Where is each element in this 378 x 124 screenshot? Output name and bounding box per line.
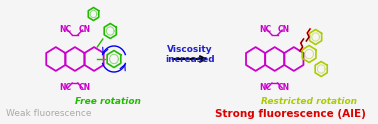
Text: Strong fluorescence (AIE): Strong fluorescence (AIE) [215,109,366,119]
Text: NC: NC [60,26,72,34]
Text: increased: increased [165,55,215,63]
Text: CN: CN [78,83,90,93]
Text: Free rotation: Free rotation [74,96,140,106]
Text: NC: NC [60,83,72,93]
Text: NC: NC [259,26,271,34]
Text: CN: CN [278,83,290,93]
Text: Weak fluorescence: Weak fluorescence [6,109,92,119]
Text: CN: CN [278,26,290,34]
Text: NC: NC [259,83,271,93]
Text: Viscosity: Viscosity [167,45,213,53]
Text: CN: CN [78,26,90,34]
Text: Restricted rotation: Restricted rotation [261,96,357,106]
